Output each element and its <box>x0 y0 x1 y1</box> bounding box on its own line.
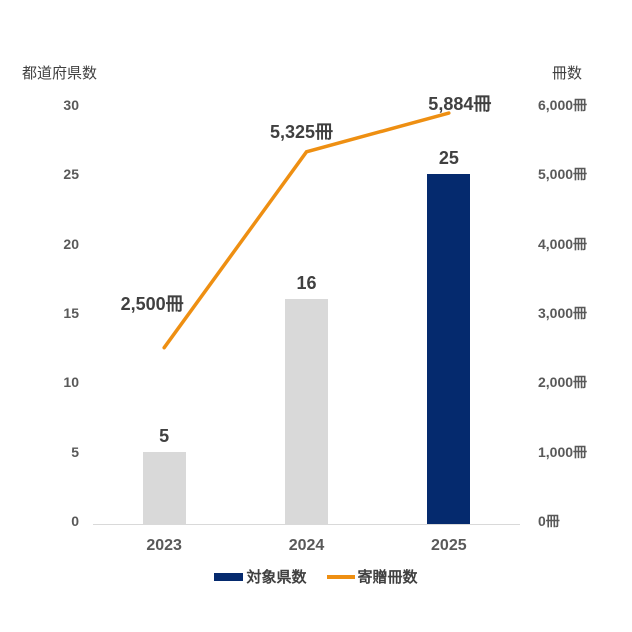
legend-label: 対象県数 <box>246 569 307 586</box>
legend-label: 寄贈冊数 <box>357 569 418 586</box>
right-axis-tick: 6,000冊 <box>538 97 588 113</box>
left-axis-tick: 30 <box>63 97 79 113</box>
right-axis-title: 冊数 <box>552 65 583 82</box>
left-axis-tick: 15 <box>63 305 79 321</box>
line-data-label: 5,325冊 <box>269 121 334 142</box>
bar-2024 <box>285 299 328 524</box>
bar-2023 <box>142 451 186 524</box>
legend-item: 対象県数 <box>214 566 307 587</box>
bar-data-label: 25 <box>438 148 459 169</box>
line-data-label: 2,500冊 <box>120 293 184 314</box>
legend: 対象県数 寄贈冊数 <box>0 566 632 587</box>
right-axis-tick: 2,000冊 <box>538 374 588 391</box>
category-label-2024: 2024 <box>288 537 325 554</box>
legend-bar-swatch <box>214 572 244 581</box>
right-axis-tick: 5,000冊 <box>538 166 588 183</box>
category-label-2025: 2025 <box>431 537 467 554</box>
x-axis-line <box>93 524 520 525</box>
right-axis-tick: 3,000冊 <box>538 305 588 321</box>
bar-2025 <box>427 174 471 524</box>
line-data-label: 5,884冊 <box>428 94 492 115</box>
left-axis-tick: 5 <box>71 443 79 460</box>
right-axis-tick: 4,000冊 <box>538 235 588 252</box>
legend-item: 寄贈冊数 <box>326 566 418 587</box>
category-label-2023: 2023 <box>146 537 182 554</box>
left-axis-title: 都道府県数 <box>22 65 98 82</box>
left-axis-tick: 20 <box>63 235 79 252</box>
bar-data-label: 16 <box>296 273 317 294</box>
right-axis-tick: 1,000冊 <box>538 443 588 460</box>
donation-line <box>162 111 451 350</box>
left-axis-tick: 0 <box>71 513 79 529</box>
legend-line-swatch <box>326 574 355 579</box>
bar-data-label: 5 <box>159 425 170 446</box>
right-axis-tick: 0冊 <box>538 513 560 529</box>
left-axis-tick: 25 <box>63 166 79 183</box>
left-axis-tick: 10 <box>63 374 79 391</box>
